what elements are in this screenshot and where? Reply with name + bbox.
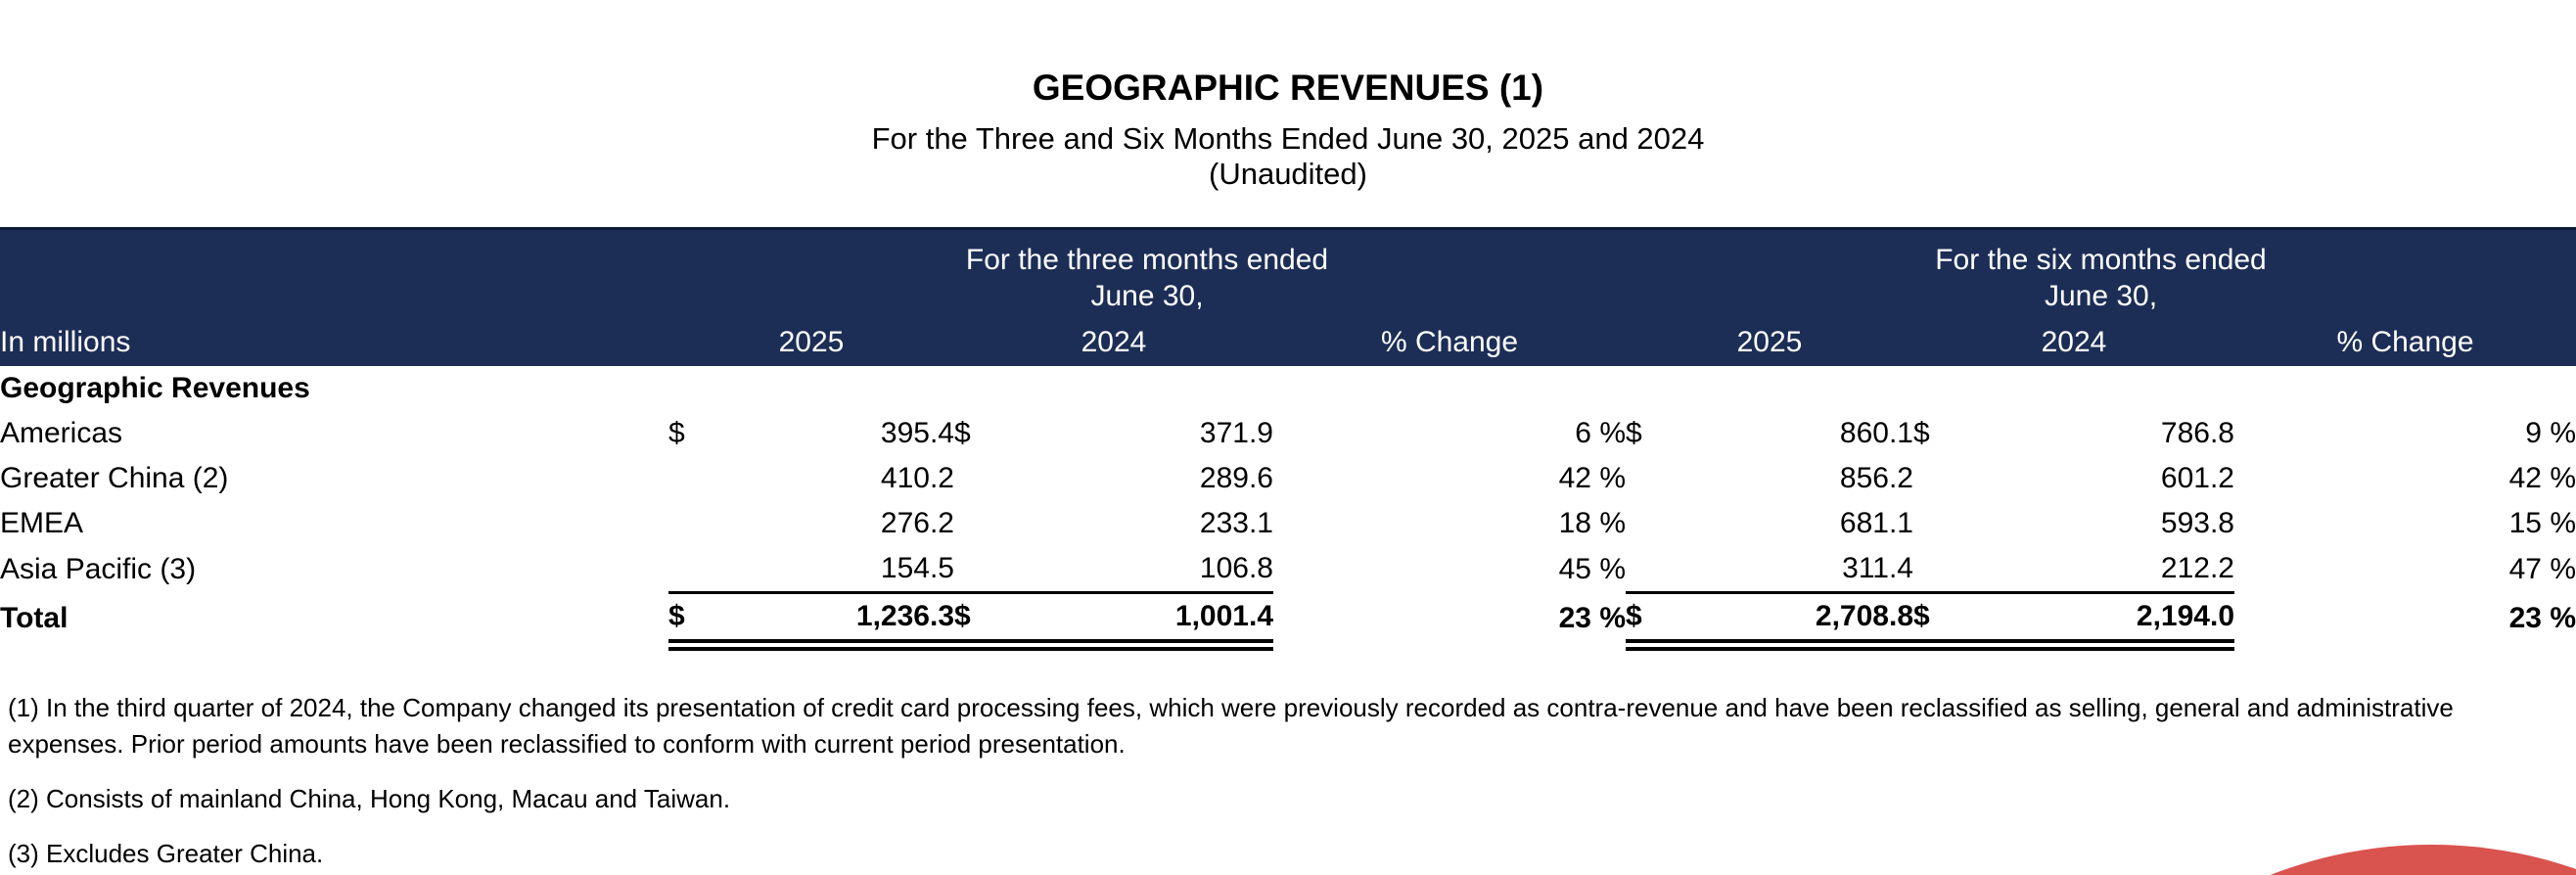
header-columns-row: In millions 2025 2024 % Change 2025 2024… <box>0 314 2576 366</box>
in-millions-label: In millions <box>0 314 668 366</box>
row-label: Americas <box>0 417 123 449</box>
dollar-sign: $ <box>668 591 713 651</box>
dollar-sign: $ <box>1626 591 1671 651</box>
total-label: Total <box>0 602 69 635</box>
dollar-sign <box>954 501 999 546</box>
value-6m-2025: 681.1 <box>1839 507 1913 539</box>
footnotes: (1) In the third quarter of 2024, the Co… <box>0 690 2576 872</box>
six-months-title-line1: For the six months ended <box>1935 244 2267 276</box>
value-6m-2024: 593.8 <box>2160 507 2234 539</box>
value-3m-change: 45 % <box>1558 552 1626 585</box>
table-row-total: Total $ 1,236.3 $ 1,001.4 23 % $ 2,708.8… <box>0 591 2576 651</box>
dollar-sign: $ <box>954 591 999 651</box>
col-header-3m-2024: 2024 <box>954 314 1273 366</box>
total-6m-2025: 2,708.8 <box>1671 591 1913 651</box>
value-6m-change: 9 % <box>2525 417 2576 449</box>
footnote-1: (1) In the third quarter of 2024, the Co… <box>8 693 2454 759</box>
dollar-sign <box>1626 501 1671 546</box>
table-row-greater-china: Greater China (2) 410.2 289.6 42 % 856.2… <box>0 456 2576 501</box>
value-3m-2024: 106.8 <box>1199 552 1273 584</box>
total-6m-change: 23 % <box>2508 602 2576 635</box>
dollar-sign: $ <box>1913 591 1958 651</box>
table-row-asia-pacific: Asia Pacific (3) 154.5 106.8 45 % 311.4 … <box>0 546 2576 593</box>
col-header-6m-2025: 2025 <box>1626 314 1913 366</box>
row-label: Greater China (2) <box>0 462 229 494</box>
row-label: EMEA <box>0 507 84 539</box>
value-3m-2024: 371.9 <box>1199 417 1273 449</box>
value-3m-2025: 154.5 <box>880 552 954 584</box>
total-3m-2025: 1,236.3 <box>713 591 954 651</box>
value-6m-2024: 601.2 <box>2160 462 2234 494</box>
section-header-row: Geographic Revenues <box>0 366 2576 411</box>
dollar-sign: $ <box>1626 417 1642 449</box>
dollar-sign <box>1913 501 1958 546</box>
page-subtitle: For the Three and Six Months Ended June … <box>871 121 1705 156</box>
value-3m-change: 6 % <box>1575 417 1626 449</box>
dollar-sign: $ <box>1913 417 1930 449</box>
page-subtitle-unaudited: (Unaudited) <box>1209 157 1367 191</box>
section-header-label: Geographic Revenues <box>0 372 310 404</box>
value-6m-2024: 786.8 <box>2160 417 2234 449</box>
footnote-2: (2) Consists of mainland China, Hong Kon… <box>8 784 731 813</box>
value-6m-2025: 860.1 <box>1839 417 1913 449</box>
table-header-band: For the three months ended June 30, For … <box>0 227 2576 366</box>
three-months-title-line1: For the three months ended <box>965 244 1329 276</box>
dollar-sign <box>1626 456 1671 501</box>
six-months-group-header: For the six months ended June 30, <box>1626 227 2576 314</box>
row-label: Asia Pacific (3) <box>0 552 197 585</box>
value-6m-2025: 856.2 <box>1839 462 1913 494</box>
value-3m-change: 18 % <box>1558 507 1626 539</box>
total-3m-2024: 1,001.4 <box>999 591 1273 651</box>
dollar-sign: $ <box>954 417 971 449</box>
value-6m-2024: 212.2 <box>2160 552 2234 584</box>
value-3m-2025: 395.4 <box>880 417 954 449</box>
total-6m-2024: 2,194.0 <box>1958 591 2234 651</box>
dollar-sign <box>1913 456 1958 501</box>
dollar-sign: $ <box>668 417 685 449</box>
page-title: GEOGRAPHIC REVENUES (1) <box>1032 68 1544 108</box>
footnote-3: (3) Excludes Greater China. <box>8 839 324 868</box>
three-months-group-header: For the three months ended June 30, <box>668 227 1626 314</box>
col-header-6m-2024: 2024 <box>1913 314 2234 366</box>
dollar-sign <box>1626 546 1671 593</box>
header-group-row: For the three months ended June 30, For … <box>0 227 2576 314</box>
value-3m-2025: 276.2 <box>880 507 954 539</box>
dollar-sign <box>668 546 713 593</box>
geographic-revenues-table: For the three months ended June 30, For … <box>0 227 2576 651</box>
dollar-sign <box>668 456 713 501</box>
value-3m-change: 42 % <box>1558 462 1626 494</box>
value-6m-change: 47 % <box>2508 552 2576 585</box>
col-header-3m-change: % Change <box>1273 314 1626 366</box>
dollar-sign <box>668 501 713 546</box>
total-3m-change: 23 % <box>1558 602 1626 635</box>
value-3m-2024: 289.6 <box>1199 462 1273 494</box>
table-row-americas: Americas $ 395.4 $ 371.9 6 % $ 860.1 $ 7… <box>0 411 2576 456</box>
value-6m-change: 15 % <box>2508 507 2576 539</box>
header-spacer <box>0 227 668 314</box>
col-header-3m-2025: 2025 <box>668 314 954 366</box>
table-row-emea: EMEA 276.2 233.1 18 % 681.1 593.8 15 % <box>0 501 2576 546</box>
col-header-6m-change: % Change <box>2234 314 2576 366</box>
three-months-title-line2: June 30, <box>1090 280 1204 312</box>
value-3m-2025: 410.2 <box>880 462 954 494</box>
six-months-title-line2: June 30, <box>2044 280 2158 312</box>
value-6m-2025: 311.4 <box>1842 552 1913 584</box>
dollar-sign <box>954 456 999 501</box>
value-6m-change: 42 % <box>2508 462 2576 494</box>
dollar-sign <box>954 546 999 593</box>
dollar-sign <box>1913 546 1958 593</box>
value-3m-2024: 233.1 <box>1199 507 1273 539</box>
document-header: GEOGRAPHIC REVENUES (1) For the Three an… <box>0 0 2576 192</box>
